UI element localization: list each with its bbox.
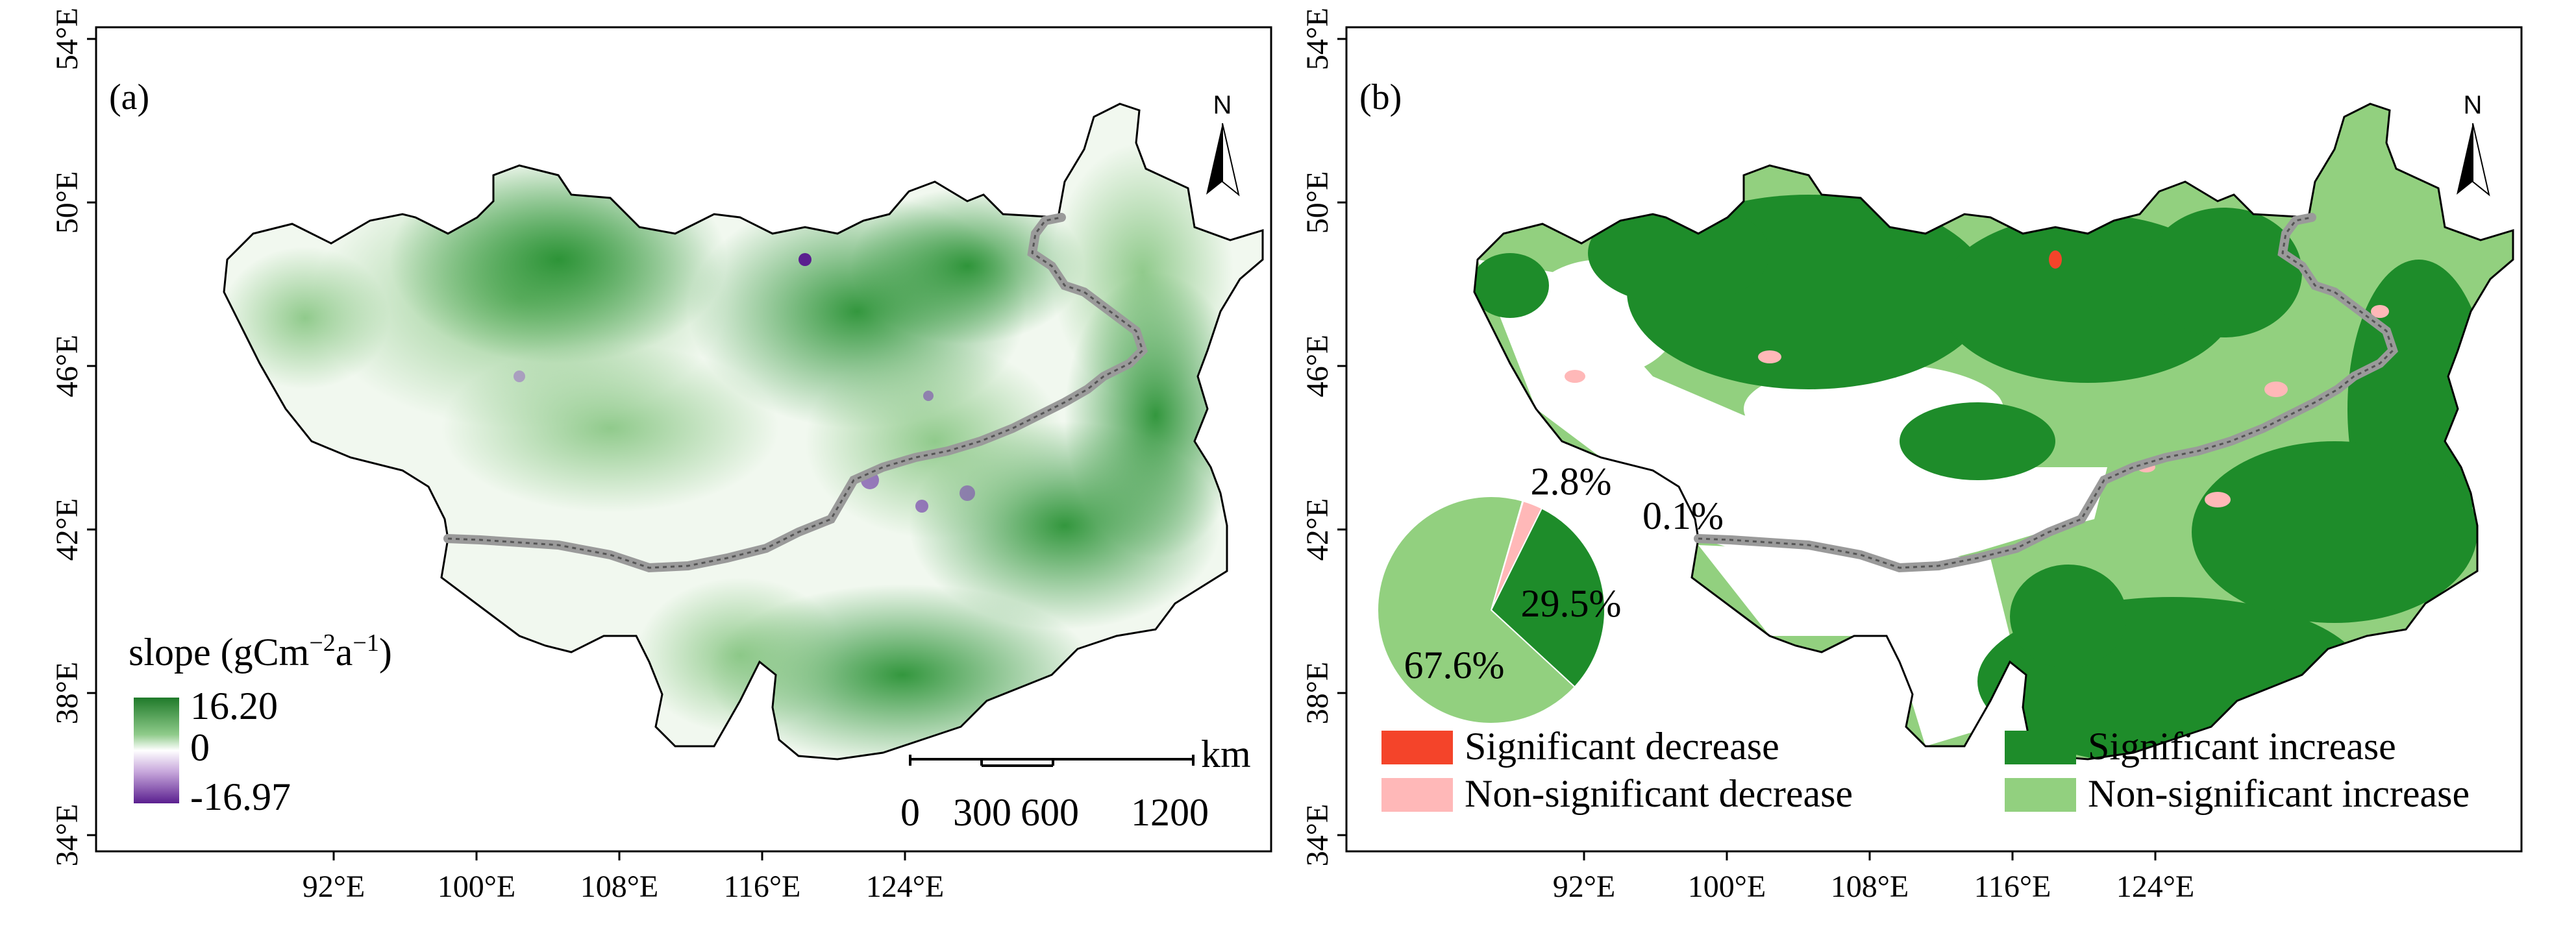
scale-bar: km 0 300 600 1200 xyxy=(900,733,1251,834)
y-tick-label: 50°E xyxy=(1300,171,1335,234)
pie-label: 2.8% xyxy=(1531,460,1612,503)
legend-label: Non-significant decrease xyxy=(1465,772,1853,815)
panel-b: (b) N 0.1% 2.8% 29.5% 67.6% Significant dec… xyxy=(1300,8,2523,904)
x-tick-label: 124°E xyxy=(2116,870,2195,904)
north-arrow-icon: N xyxy=(1206,91,1240,197)
north-label: N xyxy=(1213,91,1232,119)
x-tick-label: 92°E xyxy=(303,870,365,904)
legend-swatch xyxy=(1381,778,1453,812)
slope-mid-label: 0 xyxy=(190,726,210,769)
scale-label-600: 600 xyxy=(1021,791,1079,834)
slope-legend: slope (gCm−2a−1) 16.20 0 -16.97 xyxy=(129,629,392,818)
legend-swatch xyxy=(2005,778,2076,812)
x-tick-label: 116°E xyxy=(1974,870,2051,904)
y-tick-label: 50°E xyxy=(50,171,84,234)
pie-label: 29.5% xyxy=(1521,582,1622,625)
pie-slice-significant-increase xyxy=(1490,507,1606,688)
y-tick-label: 38°E xyxy=(1300,662,1335,725)
y-tick-label: 54°E xyxy=(1300,8,1335,71)
panel-a-label: (a) xyxy=(109,77,149,117)
legend-label: Significant increase xyxy=(2088,725,2396,768)
y-tick-label: 42°E xyxy=(1300,498,1335,561)
y-tick-label: 38°E xyxy=(50,662,84,725)
x-tick-label: 108°E xyxy=(1831,870,1909,904)
x-tick-label: 100°E xyxy=(1688,870,1766,904)
y-tick-label: 46°E xyxy=(1300,335,1335,398)
slope-min-label: -16.97 xyxy=(190,775,291,818)
slope-max-label: 16.20 xyxy=(190,685,278,727)
y-tick-label: 42°E xyxy=(50,498,84,561)
panel-a: (a) N slope (gCm−2a−1) 16.20 0 -16.97 km… xyxy=(50,8,1272,904)
scale-label-300: 300 xyxy=(953,791,1011,834)
y-tick-label: 46°E xyxy=(50,335,84,398)
slope-legend-title: slope (gCm−2a−1) xyxy=(129,629,392,674)
pie-label: 67.6% xyxy=(1404,644,1505,687)
panel-b-axes: 92°E 100°E 108°E 116°E 124°E 54°E 50°E 46°E 42°E… xyxy=(1300,8,2194,904)
panel-b-label: (b) xyxy=(1359,77,1402,117)
y-tick-label: 54°E xyxy=(50,8,84,71)
y-tick-label: 34°E xyxy=(1300,804,1335,867)
legend-swatch xyxy=(1381,731,1453,764)
x-tick-label: 108°E xyxy=(580,870,659,904)
north-arrow-icon: N xyxy=(2457,91,2490,197)
slope-colorbar xyxy=(134,698,179,803)
trend-pie-chart: 0.1% 2.8% 29.5% 67.6% xyxy=(1377,460,1724,724)
x-tick-label: 124°E xyxy=(866,870,945,904)
scale-label-0: 0 xyxy=(900,791,920,834)
x-tick-label: 116°E xyxy=(724,870,801,904)
pie-slice-non-significant-increase xyxy=(1377,496,1576,724)
x-tick-label: 100°E xyxy=(438,870,516,904)
legend-label: Significant decrease xyxy=(1465,725,1779,768)
legend-swatch xyxy=(2005,731,2076,764)
y-tick-label: 34°E xyxy=(50,804,84,867)
trend-legend: Significant decrease Significant increase… xyxy=(1381,725,2470,815)
north-label-b: N xyxy=(2464,91,2483,119)
legend-label: Non-significant increase xyxy=(2088,772,2470,815)
scale-label-1200: 1200 xyxy=(1131,791,1209,834)
scale-unit: km xyxy=(1201,733,1251,775)
pie-label: 0.1% xyxy=(1642,494,1724,537)
x-tick-label: 92°E xyxy=(1553,870,1616,904)
panel-a-axes: 92°E 100°E 108°E 116°E 124°E 54°E 50°E 46°E 42°E… xyxy=(50,8,944,904)
